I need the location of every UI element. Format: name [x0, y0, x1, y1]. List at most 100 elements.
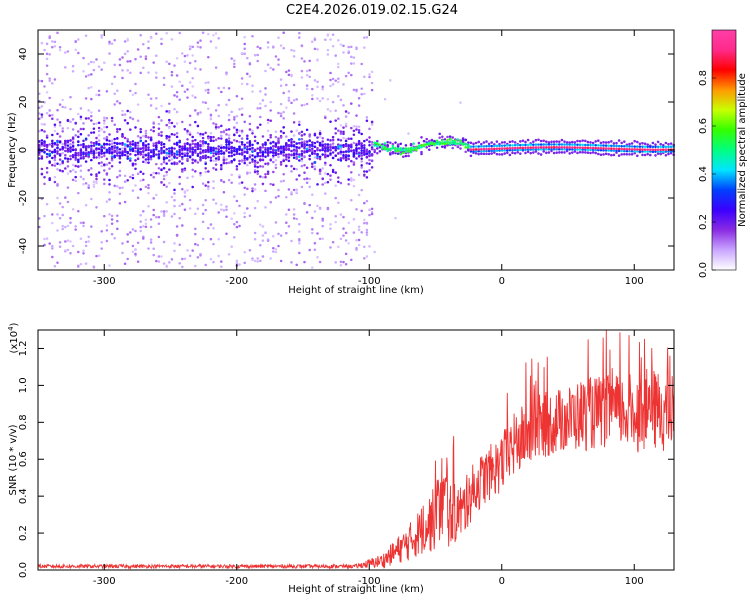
spectrogram-cell [178, 153, 181, 156]
spectrogram-cell [495, 152, 499, 156]
spectrogram-cell [612, 153, 616, 157]
spectrogram-cell [204, 162, 207, 166]
spectrogram-cell [334, 127, 337, 130]
spectrogram-cell [625, 152, 629, 156]
spectrogram-cell [82, 152, 85, 156]
spectrogram-cell [376, 142, 379, 145]
spectrogram-cell [45, 64, 49, 67]
spectrogram-cell [285, 83, 288, 87]
spectrogram-cell [597, 148, 600, 152]
spectrogram-cell [129, 71, 132, 75]
spectrogram-cell [370, 147, 374, 150]
spectrogram-cell [285, 135, 288, 138]
spectrogram-cell [269, 182, 272, 186]
spectrogram-cell [318, 260, 322, 264]
spectrogram-cell [186, 149, 189, 152]
spectrogram-cell [365, 176, 369, 179]
spectrogram-cell [235, 165, 239, 168]
spectrogram-cell [204, 101, 207, 105]
spectrogram-cell [287, 73, 291, 77]
spectrogram-cell [508, 140, 512, 144]
spectrogram-cell [201, 144, 205, 148]
spectrogram-cell [316, 136, 319, 139]
spectrogram-cell [74, 225, 77, 228]
spectrogram-cell [139, 229, 142, 233]
spectrogram-cell [339, 124, 343, 127]
spectrogram-cell [160, 146, 163, 150]
spectrogram-cell [308, 203, 311, 207]
spectrogram-cell [97, 93, 101, 97]
spectrogram-cell [168, 135, 171, 138]
spectrogram-cell [646, 152, 649, 156]
spectrogram-cell [295, 188, 298, 192]
spectrogram-cell [212, 135, 215, 139]
spectrogram-cell [620, 147, 623, 151]
spectrogram-cell [48, 79, 51, 83]
spectrogram-cell [287, 138, 291, 142]
snr-x-label: Height of straight line (km) [288, 584, 424, 595]
spectrogram-cell [519, 152, 522, 155]
spectrogram-cell [116, 127, 119, 131]
spectrogram-cell [404, 154, 408, 158]
spectrogram-cell [589, 148, 592, 152]
spectrogram-cell [274, 152, 278, 155]
spectrogram-cell [313, 210, 317, 213]
spectrogram-cell [290, 261, 293, 264]
spectrogram-cell [53, 78, 57, 81]
spectrogram-cell [303, 155, 306, 159]
spectrogram-cell [305, 150, 309, 154]
spectrogram-cell [157, 260, 161, 263]
spectrogram-cell [339, 237, 343, 241]
spectrogram-cell [269, 151, 272, 154]
spectrogram-cell [82, 183, 85, 186]
spectrogram-cell [66, 172, 70, 175]
spectrogram-cell [347, 137, 350, 141]
spectrogram-cell [186, 142, 189, 146]
spectrogram-cell [126, 233, 129, 236]
spectrogram-cell [391, 144, 395, 148]
spectrogram-cell [194, 138, 197, 142]
y-tick-label: 20 [18, 96, 29, 109]
spectrogram-cell [628, 153, 631, 156]
spectrogram-cell [199, 132, 202, 136]
spectrogram-cell [513, 152, 517, 155]
spectrogram-cell [261, 239, 265, 242]
spectrogram-cell [227, 253, 231, 256]
spectrogram-cell [669, 145, 673, 149]
spectrogram-cell [355, 152, 358, 155]
spectrogram-cell [165, 151, 168, 155]
spectrogram-cell [194, 264, 197, 268]
spectrogram-cell [220, 208, 223, 211]
spectrogram-cell [264, 162, 267, 166]
spectrogram-cell [201, 156, 205, 159]
spectrogram-cell [157, 141, 161, 145]
spectrogram-cell [165, 154, 168, 157]
spectrogram-cell [123, 174, 127, 178]
spectrogram-cell [173, 242, 176, 245]
spectrogram-cell [175, 150, 179, 154]
spectrogram-cell [108, 183, 111, 186]
spectrogram-cell [240, 51, 244, 55]
spectrogram-cell [139, 139, 142, 143]
spectrogram-cell [308, 59, 311, 63]
spectrogram-cell [300, 57, 304, 60]
spectrogram-cell [313, 248, 317, 252]
spectrogram-cell [123, 143, 127, 146]
spectrogram-cell [118, 157, 122, 160]
spectrogram-cell [48, 242, 51, 245]
spectrogram-cell [196, 124, 200, 128]
spectrogram-cell [194, 159, 197, 162]
spectrogram-cell [58, 216, 62, 220]
spectrogram-cell [357, 173, 361, 177]
spectrogram-cell [399, 149, 402, 152]
spectrogram-cell [456, 142, 460, 146]
spectrogram-cell [103, 130, 106, 134]
spectrogram-cell [363, 221, 366, 225]
spectrogram-cell [248, 128, 252, 131]
y-tick-label: -40 [18, 238, 29, 254]
spectrogram-cell [368, 75, 371, 79]
spectrogram-cell [610, 149, 613, 152]
spectrogram-cell [477, 150, 480, 153]
spectrogram-cell [376, 144, 379, 148]
spectrogram-cell [134, 248, 137, 252]
